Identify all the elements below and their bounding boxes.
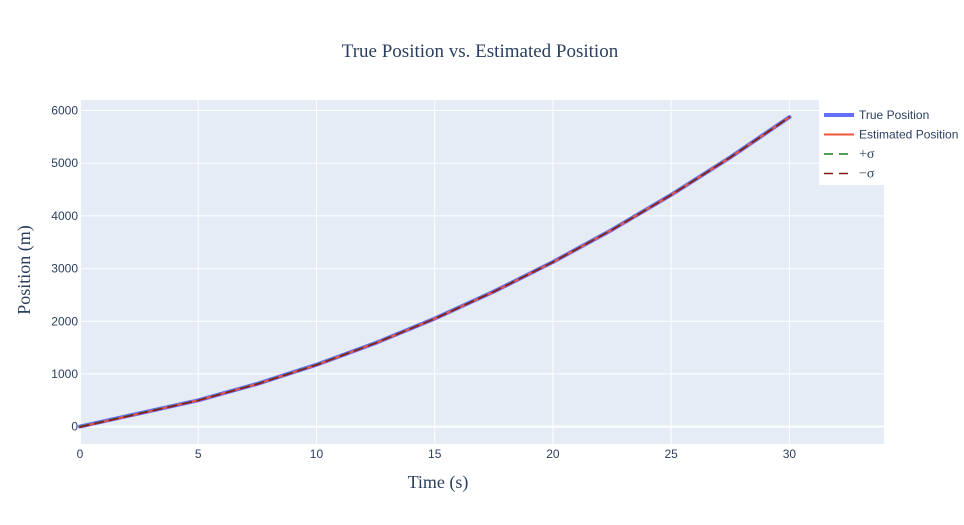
legend-label: Estimated Position [859, 128, 958, 142]
y-tick-label: 6000 [51, 104, 78, 118]
x-axis-title: Time (s) [408, 472, 469, 493]
x-tick-label: 5 [195, 447, 202, 461]
legend-label: −σ [859, 167, 875, 182]
legend-item[interactable]: Estimated Position [824, 128, 958, 142]
x-tick-label: 0 [77, 447, 84, 461]
y-tick-label: 2000 [51, 314, 78, 328]
x-tick-label: 15 [428, 447, 442, 461]
legend-item[interactable]: −σ [824, 167, 875, 182]
y-tick-label: 4000 [51, 209, 78, 223]
series-lines [78, 115, 792, 429]
x-tick-label: 25 [664, 447, 678, 461]
x-tick-label: 30 [783, 447, 797, 461]
y-tick-label: 1000 [51, 367, 78, 381]
plot-background [80, 100, 884, 444]
tick-labels: 0 5 10 15 20 25 30 0 1000 2000 3000 4000 5000 6000 [51, 104, 796, 461]
legend[interactable]: True Position Estimated Position +σ −σ [819, 100, 964, 185]
x-tick-label: 10 [310, 447, 324, 461]
y-axis-title: Position (m) [14, 225, 35, 315]
series-line-4 [79, 116, 791, 428]
legend-label: True Position [859, 108, 929, 122]
legend-label: +σ [859, 147, 875, 162]
legend-item[interactable]: True Position [824, 108, 929, 122]
x-tick-label: 20 [546, 447, 560, 461]
chart-title: True Position vs. Estimated Position [342, 41, 619, 62]
y-tick-label: 3000 [51, 262, 78, 276]
y-tick-label: 5000 [51, 156, 78, 170]
legend-item[interactable]: +σ [824, 147, 875, 162]
y-tick-label: 0 [71, 420, 78, 434]
grid [79, 100, 884, 444]
